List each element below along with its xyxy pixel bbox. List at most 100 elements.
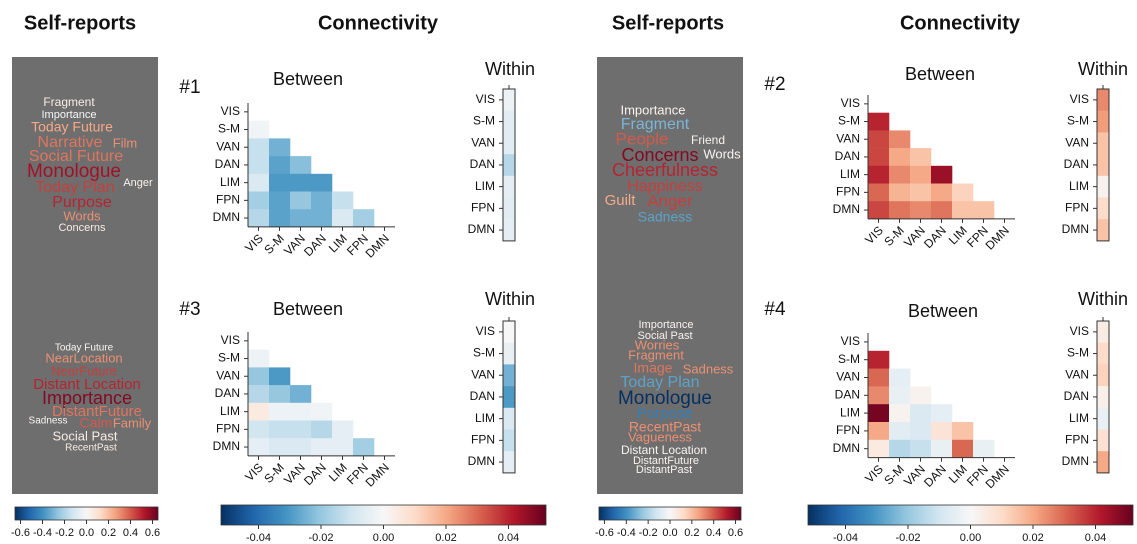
- word: Guilt: [605, 192, 637, 209]
- colorbar-tick-label: 0.2: [101, 527, 116, 539]
- heatmap-cell: [952, 422, 974, 441]
- heatmap-cell: [910, 165, 932, 184]
- heatmap-cell: [269, 367, 291, 386]
- word: Distant Location: [33, 376, 141, 393]
- heatmap-cell: [503, 154, 515, 177]
- heatmap-cell: [290, 438, 312, 457]
- colorbar-tick-label: -0.2: [55, 527, 74, 539]
- word: Social Past: [52, 428, 117, 443]
- heatmap-cell: [889, 130, 911, 149]
- column-label: VIS: [862, 223, 886, 247]
- column-label: VAN: [281, 231, 308, 258]
- heatmap-cell: [889, 183, 911, 202]
- heatmap-cell: [311, 402, 333, 421]
- heatmap-cell: [952, 183, 974, 202]
- word: Film: [113, 135, 138, 150]
- heatmap-cell: [910, 201, 932, 220]
- heatmap-cell: [503, 175, 515, 198]
- heatmap-cell: [503, 386, 515, 409]
- heatmap-cell: [910, 148, 932, 167]
- heatmap-cell: [269, 438, 291, 457]
- colorbar-tick-label: 0.0: [662, 527, 677, 539]
- column-label: DMN: [363, 460, 392, 489]
- heatmap-cell: [910, 183, 932, 202]
- heatmap-cell: [503, 364, 515, 387]
- row-label: LIM: [220, 175, 240, 189]
- colorbar-tick-label: 0.00: [373, 532, 394, 544]
- row-label: S-M: [473, 346, 495, 360]
- word: Purpose: [637, 405, 693, 422]
- heatmap-cell: [931, 183, 953, 202]
- heatmap-cell: [269, 209, 291, 228]
- column-title: Connectivity: [318, 12, 439, 34]
- word: Words: [63, 208, 101, 223]
- row-label: VIS: [841, 334, 860, 348]
- word: RecentPast: [629, 419, 701, 435]
- colorbar-tick-label: 0.2: [684, 527, 699, 539]
- row-label: VIS: [1070, 92, 1089, 106]
- heatmap-cell: [868, 183, 890, 202]
- word: Today Plan: [35, 179, 114, 196]
- word: Purpose: [52, 194, 112, 211]
- column-label: VAN: [901, 223, 928, 250]
- heatmap-cell: [868, 368, 890, 387]
- colorbar: [598, 506, 742, 521]
- column-label: S-M: [881, 462, 906, 487]
- heatmap-cell: [269, 420, 291, 439]
- wordcloud-panel: [597, 57, 743, 494]
- heatmap-cell: [931, 422, 953, 441]
- heatmap-cell: [868, 130, 890, 149]
- heatmap-cell: [868, 201, 890, 220]
- row-label: S-M: [838, 352, 860, 366]
- column-label: S-M: [261, 460, 286, 485]
- colorbar-tick-label: 0.04: [1085, 532, 1106, 544]
- word: Monologue: [618, 388, 712, 409]
- heatmap-cell: [503, 407, 515, 430]
- word: People: [616, 129, 669, 148]
- heatmap-cell: [889, 165, 911, 184]
- row-label: DAN: [1064, 157, 1089, 171]
- heatmap-cell: [290, 156, 312, 175]
- row-label: LIM: [220, 404, 240, 418]
- word: Calm: [80, 415, 113, 431]
- row-label: S-M: [1067, 346, 1089, 360]
- word: Cheerfulness: [612, 160, 718, 180]
- column-title: Connectivity: [900, 12, 1021, 34]
- word: Family: [113, 415, 152, 430]
- column-label: DMN: [983, 462, 1012, 491]
- word: Anger: [123, 177, 153, 189]
- heatmap-cell: [910, 422, 932, 441]
- heatmap-cell: [290, 173, 312, 192]
- colorbar-tick-label: -0.6: [595, 527, 614, 539]
- row-label: DAN: [835, 387, 860, 401]
- heatmap-cell: [1097, 386, 1109, 409]
- word: Importance: [41, 109, 96, 121]
- heatmap-cell: [332, 420, 354, 439]
- row-label: VAN: [836, 131, 860, 145]
- heatmap-cell: [248, 402, 270, 421]
- word: Fragment: [43, 95, 95, 109]
- heatmap-cell: [1097, 154, 1109, 177]
- colorbar-tick-label: -0.04: [833, 532, 858, 544]
- row-label: VAN: [471, 135, 495, 149]
- heatmap-cell: [889, 404, 911, 423]
- heatmap-title: Between: [905, 64, 975, 84]
- colorbar-tick-label: -0.4: [33, 527, 52, 539]
- heatmap-cell: [910, 439, 932, 458]
- heatmap-cell: [503, 219, 515, 242]
- row-label: FPN: [471, 433, 495, 447]
- heatmap-cell: [269, 138, 291, 157]
- panel-label: #3: [179, 299, 200, 320]
- row-label: VIS: [476, 92, 495, 106]
- heatmap-cell: [1097, 407, 1109, 430]
- word: DistantFuture: [52, 403, 142, 420]
- row-label: DMN: [468, 454, 495, 468]
- heatmap-cell: [503, 89, 515, 111]
- column-title: Self-reports: [24, 12, 136, 34]
- colorbar-tick-label: 0.4: [123, 527, 138, 539]
- heatmap-cell: [332, 191, 354, 210]
- word: Image: [634, 360, 673, 376]
- heatmap-cell: [290, 209, 312, 228]
- heatmap-cell: [248, 438, 270, 457]
- heatmap-title: Within: [485, 289, 535, 309]
